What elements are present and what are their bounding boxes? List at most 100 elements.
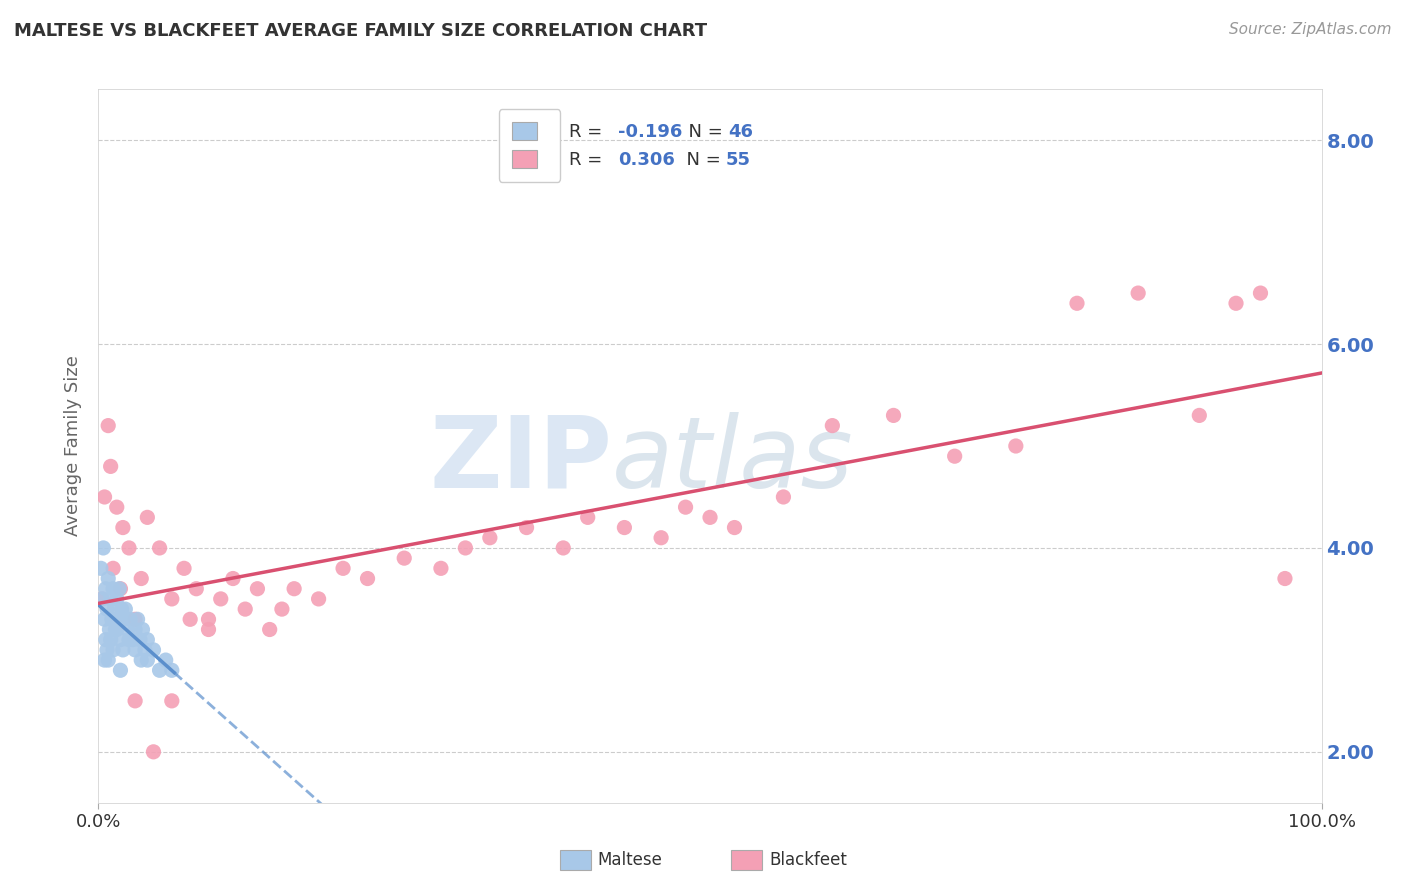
Point (1249, 286, 1271, 301)
Point (142, 745, 165, 759)
Point (91, 541, 114, 555)
Point (120, 612, 142, 626)
Point (118, 632, 141, 647)
Point (259, 623, 281, 637)
Point (134, 643, 156, 657)
Point (675, 500, 697, 515)
Point (142, 643, 165, 657)
Point (553, 541, 575, 555)
Point (131, 623, 153, 637)
Point (209, 591, 232, 606)
Point (97, 572, 120, 586)
Text: MALTESE VS BLACKFEET AVERAGE FAMILY SIZE CORRELATION CHART: MALTESE VS BLACKFEET AVERAGE FAMILY SIZE… (14, 22, 707, 40)
Point (149, 541, 172, 555)
Point (883, 409, 905, 423)
Point (111, 520, 134, 534)
Point (1066, 296, 1088, 310)
Point (197, 623, 219, 637)
Point (136, 632, 159, 647)
Point (93, 490, 115, 504)
Point (478, 531, 501, 545)
Point (105, 591, 128, 606)
Text: N =: N = (678, 123, 728, 142)
Point (93, 653, 115, 667)
Point (186, 582, 208, 596)
Point (105, 500, 128, 515)
Point (111, 612, 134, 626)
Y-axis label: Average Family Size: Average Family Size (65, 356, 83, 536)
Point (103, 602, 125, 616)
Point (136, 510, 159, 524)
Point (155, 653, 177, 667)
Point (91, 591, 114, 606)
Point (110, 582, 132, 596)
Point (110, 663, 132, 677)
Point (118, 541, 141, 555)
Point (1188, 409, 1211, 423)
Point (270, 602, 294, 616)
Text: atlas: atlas (612, 412, 853, 508)
Point (110, 632, 132, 647)
Text: -0.196: -0.196 (619, 123, 683, 142)
Point (129, 572, 152, 586)
Point (197, 612, 219, 626)
Point (90, 561, 112, 575)
Text: Maltese: Maltese (598, 851, 662, 869)
Point (108, 582, 131, 596)
Point (104, 623, 127, 637)
Point (124, 694, 146, 708)
Point (943, 449, 966, 463)
Point (101, 643, 124, 657)
Text: ZIP: ZIP (429, 412, 612, 508)
Point (454, 541, 477, 555)
Point (149, 663, 172, 677)
Point (430, 561, 453, 575)
Point (129, 653, 152, 667)
Text: N =: N = (675, 152, 725, 169)
Point (392, 551, 416, 566)
Point (1128, 286, 1150, 301)
Point (100, 459, 122, 474)
Point (105, 623, 128, 637)
Point (127, 612, 149, 626)
Point (173, 561, 195, 575)
Text: R =: R = (569, 152, 609, 169)
Point (129, 632, 152, 647)
Point (246, 582, 269, 596)
Point (160, 591, 183, 606)
Text: Source: ZipAtlas.com: Source: ZipAtlas.com (1229, 22, 1392, 37)
Legend: , : , (499, 109, 560, 182)
Point (94, 632, 117, 647)
Point (1225, 296, 1247, 310)
Point (723, 520, 745, 534)
Point (124, 612, 146, 626)
Text: 46: 46 (728, 123, 754, 142)
Point (97, 653, 120, 667)
Point (121, 632, 143, 647)
Point (101, 561, 124, 575)
Point (91, 591, 114, 606)
Point (114, 602, 136, 616)
Point (101, 582, 124, 596)
Point (222, 572, 245, 586)
Point (160, 663, 183, 677)
Point (233, 602, 256, 616)
Point (821, 418, 844, 433)
Point (111, 602, 134, 616)
Point (699, 510, 721, 524)
Point (100, 632, 122, 647)
Point (136, 653, 159, 667)
Point (515, 520, 537, 534)
Text: 55: 55 (725, 152, 751, 169)
Point (1274, 572, 1296, 586)
Point (613, 520, 636, 534)
Point (124, 643, 146, 657)
Point (93, 612, 115, 626)
Point (101, 612, 124, 626)
Point (772, 490, 794, 504)
Point (107, 612, 129, 626)
Point (111, 643, 134, 657)
Point (650, 531, 672, 545)
Point (283, 582, 305, 596)
Point (576, 510, 599, 524)
